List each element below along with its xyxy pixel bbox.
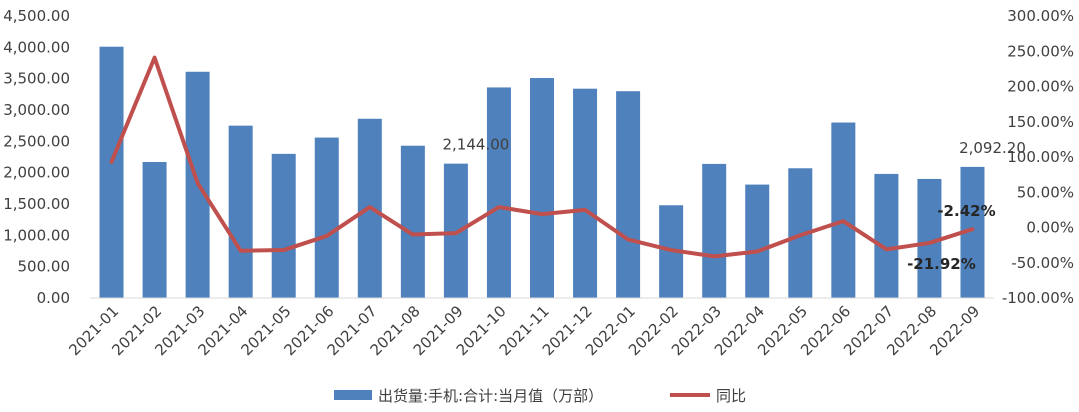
left-axis-tick-label: 3,000.00 xyxy=(3,101,70,119)
right-axis-tick-label: 300.00% xyxy=(1007,7,1074,25)
bar-2022-01 xyxy=(616,91,641,298)
bar-2022-03 xyxy=(702,163,727,298)
left-axis-tick-label: 0.00 xyxy=(37,289,70,307)
data-labels: 2,144.00 2,092.20 -21.92% -2.42% xyxy=(443,136,1026,273)
yoy-point-2022-09 xyxy=(971,228,973,230)
yoy-point-2022-05 xyxy=(799,234,801,236)
bar-2021-04 xyxy=(228,125,253,299)
right-axis-tick-label: 0.00% xyxy=(1026,219,1074,237)
bar-2021-12 xyxy=(573,88,598,299)
yoy-point-2021-11 xyxy=(541,213,543,215)
yoy-point-2021-06 xyxy=(326,235,328,237)
right-axis-tick-label: 150.00% xyxy=(1007,113,1074,131)
yoy-point-2021-07 xyxy=(369,206,371,208)
right-axis-tick-label: 250.00% xyxy=(1007,42,1074,60)
left-axis-tick-label: 3,500.00 xyxy=(3,70,70,88)
bar-2022-06 xyxy=(831,122,856,299)
right-axis-tick-labels: -100.00% -50.00% 0.00% 50.00% 100.00% 150.00%… xyxy=(1002,7,1074,307)
bar-2021-08 xyxy=(400,145,425,298)
data-label: 2,144.00 xyxy=(443,136,510,154)
x-axis-tick-labels: 2021-012021-022021-032021-042021-052021-… xyxy=(65,302,983,359)
legend: 出货量:手机:合计:当月值（万部） 同比 xyxy=(334,387,746,405)
bar-2021-05 xyxy=(271,153,296,298)
yoy-point-2022-04 xyxy=(756,250,758,252)
data-label: -21.92% xyxy=(907,255,976,273)
yoy-point-2021-12 xyxy=(584,209,586,211)
right-axis-tick-label: 200.00% xyxy=(1007,78,1074,96)
yoy-point-2021-05 xyxy=(283,249,285,251)
left-axis-tick-label: 500.00 xyxy=(18,258,71,276)
yoy-point-2022-07 xyxy=(885,248,887,250)
legend-bar-swatch xyxy=(334,390,372,400)
bar-2022-04 xyxy=(745,184,770,298)
yoy-point-2022-06 xyxy=(842,220,844,222)
yoy-point-2021-04 xyxy=(240,250,242,252)
right-axis-tick-label: 100.00% xyxy=(1007,148,1074,166)
left-axis-tick-label: 1,500.00 xyxy=(3,195,70,213)
left-axis-tick-label: 2,500.00 xyxy=(3,132,70,150)
data-label: -2.42% xyxy=(937,202,995,220)
left-axis-tick-label: 4,000.00 xyxy=(3,38,70,56)
bar-2021-06 xyxy=(314,137,339,298)
bar-2021-02 xyxy=(142,162,167,298)
right-axis-tick-label: -50.00% xyxy=(1011,254,1074,272)
data-label: 2,092.20 xyxy=(959,139,1026,157)
bar-2021-01 xyxy=(99,46,124,298)
yoy-point-2021-02 xyxy=(154,57,156,59)
legend-line-label: 同比 xyxy=(716,387,746,405)
yoy-point-2021-03 xyxy=(197,182,199,184)
left-axis-tick-labels: 0.00 500.00 1,000.00 1,500.00 2,000.00 2,500.… xyxy=(3,7,70,307)
left-axis-tick-label: 1,000.00 xyxy=(3,226,70,244)
yoy-point-2021-08 xyxy=(412,234,414,236)
yoy-point-2022-02 xyxy=(670,249,672,251)
yoy-point-2022-08 xyxy=(928,242,930,244)
left-axis-tick-label: 2,000.00 xyxy=(3,164,70,182)
bar-2022-07 xyxy=(874,173,899,298)
line-series xyxy=(109,55,975,259)
yoy-point-2021-09 xyxy=(455,232,457,234)
right-axis-tick-label: 50.00% xyxy=(1017,183,1074,201)
yoy-point-2021-01 xyxy=(111,161,113,163)
left-axis-tick-label: 4,500.00 xyxy=(3,7,70,25)
bar-2021-11 xyxy=(530,78,554,298)
yoy-point-2021-10 xyxy=(498,206,500,208)
yoy-point-2022-01 xyxy=(627,238,629,240)
right-axis-tick-label: -100.00% xyxy=(1002,289,1074,307)
bar-series xyxy=(99,46,985,299)
bar-2021-10 xyxy=(486,87,511,298)
yoy-point-2022-03 xyxy=(713,255,715,257)
legend-bar-label: 出货量:手机:合计:当月值（万部） xyxy=(378,387,603,405)
